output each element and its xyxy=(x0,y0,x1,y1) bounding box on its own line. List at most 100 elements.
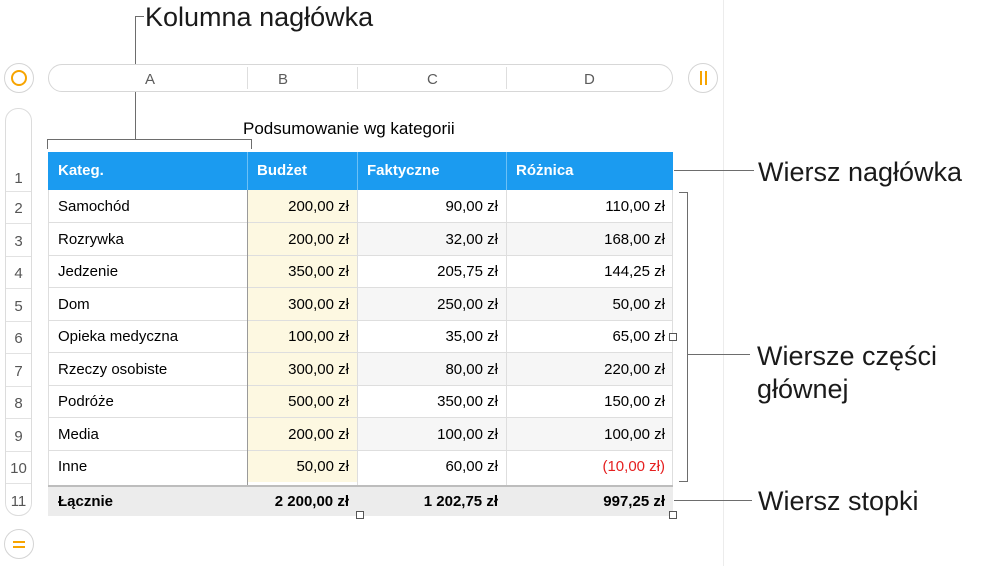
row-number[interactable]: 7 xyxy=(14,363,23,380)
header-cell-category[interactable]: Kateg. xyxy=(58,162,104,179)
cell-budget[interactable]: 50,00 zł xyxy=(247,450,357,482)
column-letter-c[interactable]: C xyxy=(427,71,438,88)
cell-difference[interactable]: 100,00 zł xyxy=(506,417,673,450)
row-header-bar[interactable]: 1 2 3 4 5 6 7 8 9 10 11 xyxy=(5,108,32,516)
cell-budget[interactable]: 200,00 zł xyxy=(247,417,357,450)
cell-category[interactable]: Media xyxy=(58,425,99,443)
row-divider xyxy=(48,384,673,386)
cell-difference[interactable]: 65,00 zł xyxy=(612,328,665,345)
row-number[interactable]: 10 xyxy=(10,460,27,477)
row-number[interactable]: 9 xyxy=(14,428,23,445)
footer-row-leader xyxy=(674,500,752,501)
header-row-leader xyxy=(674,170,754,171)
row-number[interactable]: 6 xyxy=(14,330,23,347)
cell-difference[interactable]: 144,25 zł xyxy=(604,263,665,280)
footer-row-callout: Wiersz stopki xyxy=(758,486,919,516)
cell-category[interactable]: Opieka medyczna xyxy=(58,328,179,345)
cell-category[interactable]: Jedzenie xyxy=(58,263,119,280)
cell-difference[interactable]: 150,00 zł xyxy=(604,393,665,410)
header-cell-budget[interactable]: Budżet xyxy=(257,162,307,179)
resize-handle-corner[interactable] xyxy=(669,511,677,519)
cell-difference[interactable]: 110,00 zł xyxy=(605,198,665,215)
add-row-button[interactable] xyxy=(4,529,34,559)
table-title[interactable]: Podsumowanie wg kategorii xyxy=(243,119,455,138)
column-letter-b[interactable]: B xyxy=(278,71,289,88)
column-letter-d[interactable]: D xyxy=(584,71,595,88)
row-number[interactable]: 1 xyxy=(14,170,23,187)
table-row[interactable]: Podróże 500,00 zł 350,00 zł 150,00 zł xyxy=(48,385,673,418)
row-separator xyxy=(6,223,31,224)
header-cell-actual[interactable]: Faktyczne xyxy=(367,162,440,179)
header-row[interactable]: Kateg. Budżet Faktyczne Różnica xyxy=(48,152,673,190)
table-row[interactable]: Dom 300,00 zł 250,00 zł 50,00 zł xyxy=(48,287,673,321)
row-separator xyxy=(6,386,31,387)
table-row[interactable]: Opieka medyczna 100,00 zł 35,00 zł 65,00… xyxy=(48,320,673,353)
cell-difference-negative[interactable]: (10,00 zł) xyxy=(602,458,665,475)
table-select-button[interactable] xyxy=(4,63,34,93)
footer-cell-label[interactable]: Łącznie xyxy=(58,493,114,510)
table-row[interactable]: Jedzenie 350,00 zł 205,75 zł 144,25 zł xyxy=(48,255,673,288)
footer-cell-actual[interactable]: 1 202,75 zł xyxy=(423,493,498,510)
row-number[interactable]: 4 xyxy=(14,265,23,282)
cell-actual[interactable]: 250,00 zł xyxy=(357,287,506,320)
cell-actual[interactable]: 80,00 zł xyxy=(357,352,506,385)
row-number[interactable]: 5 xyxy=(14,298,23,315)
row-number[interactable]: 8 xyxy=(14,395,23,412)
row-separator xyxy=(6,191,31,192)
cell-actual[interactable]: 32,00 zł xyxy=(357,222,506,255)
cell-difference[interactable]: 220,00 zł xyxy=(506,352,673,385)
row-separator xyxy=(6,256,31,257)
footer-row[interactable]: Łącznie 2 200,00 zł 1 202,75 zł 997,25 z… xyxy=(48,485,673,516)
row-separator xyxy=(6,451,31,452)
table-row[interactable]: Inne 50,00 zł 60,00 zł (10,00 zł) xyxy=(48,450,673,483)
table-row[interactable]: Rzeczy osobiste 300,00 zł 80,00 zł 220,0… xyxy=(48,352,673,386)
cell-budget[interactable]: 350,00 zł xyxy=(247,255,357,287)
row-separator xyxy=(6,418,31,419)
cell-actual[interactable]: 100,00 zł xyxy=(357,417,506,450)
cell-budget[interactable]: 200,00 zł xyxy=(247,222,357,255)
cell-budget[interactable]: 300,00 zł xyxy=(247,287,357,320)
row-divider xyxy=(48,222,673,223)
column-letter-a[interactable]: A xyxy=(145,71,156,88)
row-divider xyxy=(48,352,673,353)
footer-cell-difference[interactable]: 997,25 zł xyxy=(603,493,665,510)
resize-handle-right[interactable] xyxy=(669,333,677,341)
footer-cell-budget[interactable]: 2 200,00 zł xyxy=(274,493,349,510)
column-separator xyxy=(506,67,507,89)
column-header-bar[interactable]: A B C D xyxy=(48,64,673,92)
table-row[interactable]: Media 200,00 zł 100,00 zł 100,00 zł xyxy=(48,417,673,451)
body-rows-bracket xyxy=(679,481,688,482)
cell-category[interactable]: Podróże xyxy=(58,393,114,410)
cell-category[interactable]: Rzeczy osobiste xyxy=(58,360,168,378)
cell-difference[interactable]: 168,00 zł xyxy=(506,222,673,255)
summary-table[interactable]: Kateg. Budżet Faktyczne Różnica Samochód… xyxy=(48,152,673,516)
header-cell-difference[interactable]: Różnica xyxy=(516,162,574,179)
body-rows-leader xyxy=(688,354,750,355)
resize-handle-bottom[interactable] xyxy=(356,511,364,519)
add-column-button[interactable] xyxy=(688,63,718,93)
row-number[interactable]: 11 xyxy=(10,493,27,510)
cell-actual[interactable]: 35,00 zł xyxy=(445,328,498,345)
cell-divider xyxy=(506,152,507,190)
cell-budget[interactable]: 100,00 zł xyxy=(247,320,357,352)
cell-actual[interactable]: 205,75 zł xyxy=(437,263,498,280)
row-separator xyxy=(6,321,31,322)
cell-difference[interactable]: 50,00 zł xyxy=(506,287,673,320)
cell-category[interactable]: Dom xyxy=(58,295,90,313)
row-number[interactable]: 3 xyxy=(14,233,23,250)
row-number[interactable]: 2 xyxy=(14,200,23,217)
cell-budget[interactable]: 200,00 zł xyxy=(247,190,357,222)
cell-budget[interactable]: 300,00 zł xyxy=(247,352,357,385)
cell-budget[interactable]: 500,00 zł xyxy=(247,385,357,417)
row-divider xyxy=(48,417,673,418)
table-row[interactable]: Samochód 200,00 zł 90,00 zł 110,00 zł xyxy=(48,190,673,223)
cell-actual[interactable]: 60,00 zł xyxy=(445,458,498,475)
cell-actual[interactable]: 90,00 zł xyxy=(445,198,498,215)
column-divider xyxy=(672,190,673,516)
cell-actual[interactable]: 350,00 zł xyxy=(437,393,498,410)
cell-category[interactable]: Rozrywka xyxy=(58,230,124,248)
header-column-divider xyxy=(247,190,248,485)
cell-category[interactable]: Inne xyxy=(58,458,88,475)
table-row[interactable]: Rozrywka 200,00 zł 32,00 zł 168,00 zł xyxy=(48,222,673,256)
cell-category[interactable]: Samochód xyxy=(58,198,130,215)
